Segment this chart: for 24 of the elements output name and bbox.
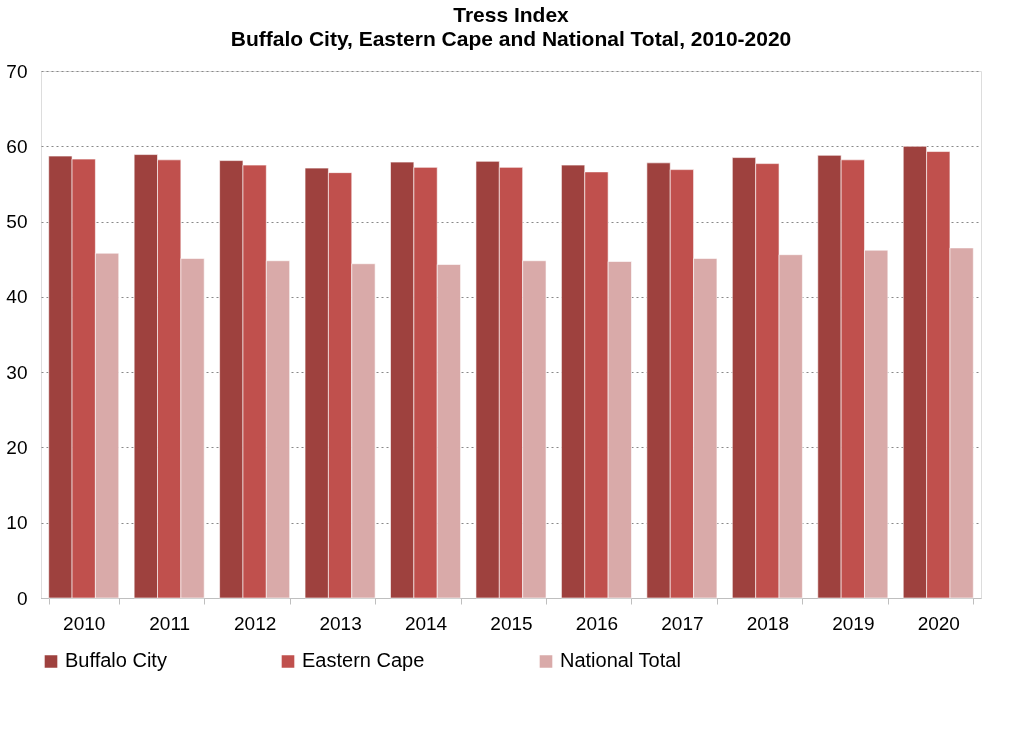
x-tick-label: 2016 <box>575 612 619 634</box>
y-tick-label: 20 <box>6 436 28 458</box>
y-tick-label: 0 <box>16 587 28 609</box>
legend-label: National Total <box>560 649 681 672</box>
x-tick-label: 2011 <box>149 612 191 634</box>
x-tick-label: 2020 <box>917 612 960 634</box>
x-tick-label: 2019 <box>832 612 875 634</box>
y-tick-label: 10 <box>6 512 28 534</box>
x-tick-label: 2012 <box>234 612 277 634</box>
legend-label: Buffalo City <box>65 649 167 672</box>
x-tick-label: 2010 <box>63 612 106 634</box>
legend-label: Eastern Cape <box>302 649 425 672</box>
x-tick-label: 2017 <box>661 612 704 634</box>
y-tick-label: 40 <box>6 286 28 308</box>
y-tick-label: 60 <box>6 135 28 157</box>
y-tick-label: 70 <box>6 60 28 82</box>
y-tick-label: 50 <box>6 211 28 233</box>
x-tick-label: 2014 <box>404 612 448 634</box>
x-tick-label: 2018 <box>746 612 789 634</box>
chart-subtitle: Buffalo City, Eastern Cape and National Total, 2010-2020 <box>230 27 792 50</box>
x-tick-label: 2015 <box>490 612 533 634</box>
y-tick-label: 30 <box>6 361 28 383</box>
x-tick-label: 2013 <box>319 612 362 634</box>
chart-title: Tress Index <box>453 3 570 26</box>
